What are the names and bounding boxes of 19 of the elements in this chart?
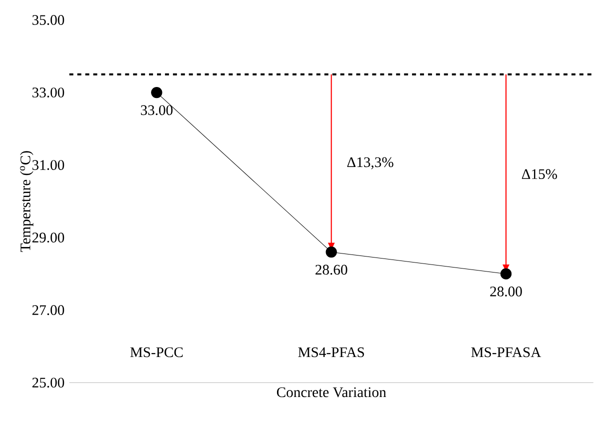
y-tick-label: 29.00 bbox=[32, 232, 64, 243]
point bbox=[500, 268, 512, 280]
x-tick-label: MS4-PFAS bbox=[298, 348, 364, 358]
annotation: Δ15% bbox=[522, 169, 558, 180]
text: 28.60 bbox=[316, 264, 348, 275]
y-tick-label: 27.00 bbox=[32, 305, 64, 316]
text: 33.00 bbox=[140, 105, 173, 116]
annotation: Δ13,3% bbox=[347, 157, 394, 170]
y-axis-title: Tempersture ($^{o}$C) bbox=[20, 151, 34, 252]
y-tick-label: 25.00 bbox=[32, 378, 64, 388]
y-tick-label: 33.00 bbox=[32, 88, 64, 98]
text: 28.00 bbox=[490, 286, 522, 297]
x-axis-title: Concrete Variation bbox=[276, 388, 386, 398]
y-tick-label: 35.00 bbox=[32, 15, 64, 26]
point bbox=[151, 87, 162, 98]
x-tick-label: MS-PFASA bbox=[471, 348, 542, 358]
x-tick-label: MS-PCC bbox=[130, 348, 183, 358]
y-tick-label: 31.00 bbox=[32, 160, 64, 170]
point bbox=[326, 246, 337, 258]
